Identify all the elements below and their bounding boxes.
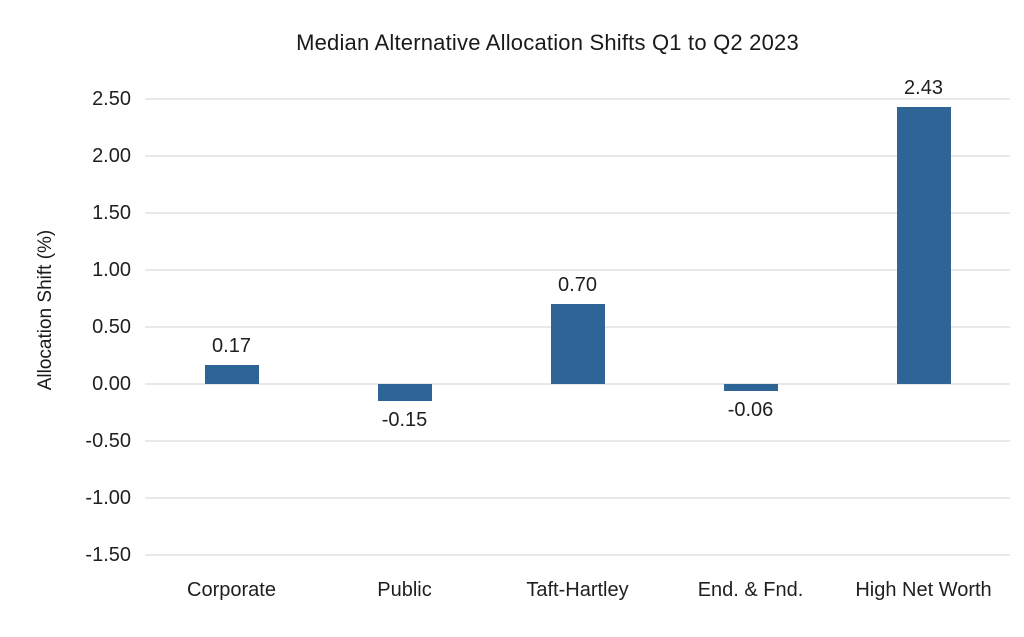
bar-value-label: 0.17 (212, 334, 251, 357)
gridline (145, 269, 1010, 271)
chart-title: Median Alternative Allocation Shifts Q1 … (296, 30, 799, 55)
bar-corporate (204, 364, 259, 384)
gridline (145, 440, 1010, 442)
y-tick-label: 2.00 (92, 145, 131, 167)
y-tick-label: 1.50 (92, 202, 131, 224)
bar-value-label: 0.70 (558, 274, 597, 297)
x-category-label: Public (377, 579, 432, 601)
y-axis-title: Allocation Shift (%) (35, 229, 56, 391)
gridline (145, 98, 1010, 100)
x-category-label: High Net Worth (855, 579, 992, 601)
gridline (145, 383, 1010, 385)
bar-value-label: -0.15 (381, 409, 428, 432)
y-tick-label: 1.00 (92, 259, 131, 281)
plot-area (145, 98, 1010, 556)
gridline (145, 554, 1010, 556)
y-tick-label: 0.50 (92, 316, 131, 338)
gridline (145, 212, 1010, 214)
bar-high-net-worth (896, 106, 951, 384)
bar-public (377, 384, 432, 402)
x-category-label: End. & Fnd. (697, 579, 804, 601)
bar-taft-hartley (550, 304, 605, 384)
y-tick-label: -0.50 (85, 430, 131, 452)
bar-value-label: -0.06 (727, 398, 774, 421)
y-tick-label: 0.00 (92, 373, 131, 395)
y-tick-label: -1.00 (85, 487, 131, 509)
x-category-label: Corporate (187, 579, 276, 601)
bar-end-fnd (723, 384, 778, 391)
y-tick-label: -1.50 (85, 544, 131, 566)
gridline (145, 497, 1010, 499)
gridline (145, 155, 1010, 157)
y-tick-label: 2.50 (92, 88, 131, 110)
bar-value-label: 2.43 (904, 76, 943, 99)
x-category-label: Taft-Hartley (526, 579, 629, 601)
